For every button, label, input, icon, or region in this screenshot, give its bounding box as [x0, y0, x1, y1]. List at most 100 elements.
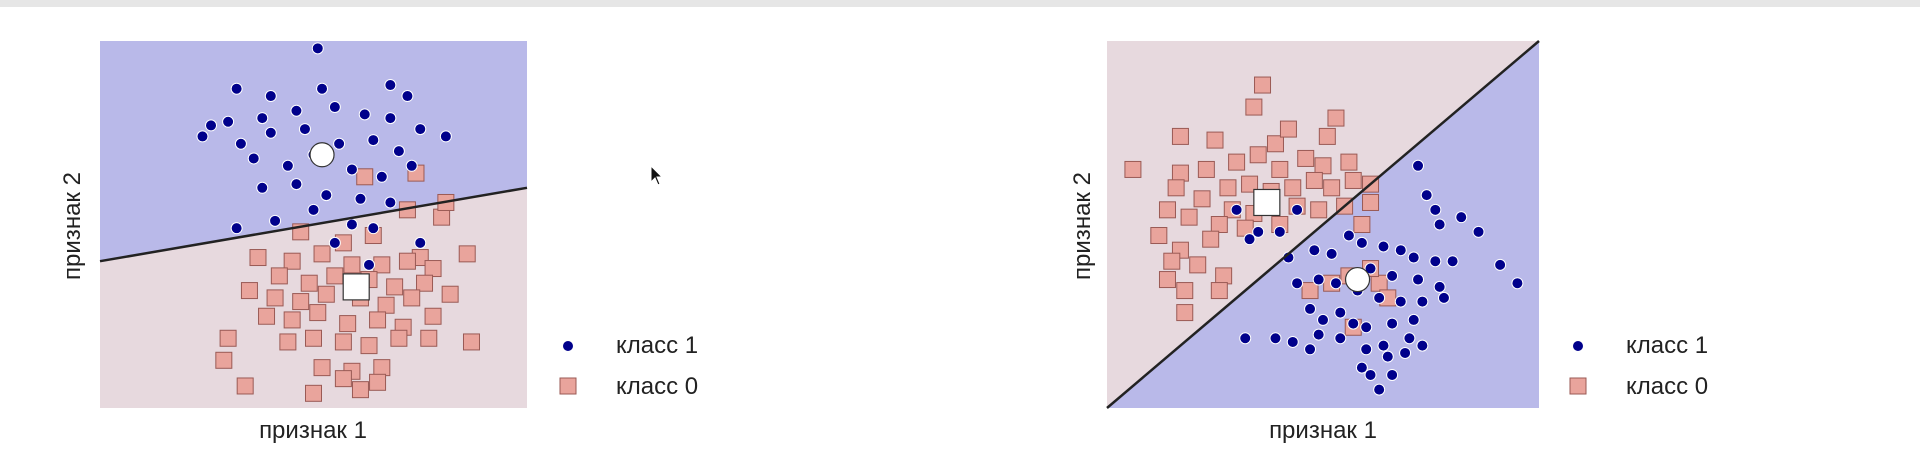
- class1-point: [1252, 225, 1265, 238]
- class1-point: [1355, 361, 1368, 374]
- class1-point: [1342, 229, 1355, 242]
- class0-point: [1215, 267, 1233, 285]
- class0-point: [292, 293, 310, 311]
- class0-point: [1210, 282, 1228, 300]
- class0-point: [1254, 76, 1272, 94]
- class0-point: [1206, 131, 1224, 149]
- class0-point: [1353, 216, 1371, 233]
- legend-label-class1-right: класс 1: [1626, 332, 1708, 359]
- class1-point: [1377, 240, 1390, 253]
- class1-point: [405, 159, 418, 172]
- class1-point: [328, 101, 341, 114]
- class1-point: [439, 130, 452, 143]
- class1-center-marker: [1344, 266, 1371, 293]
- class1-point: [234, 137, 247, 150]
- class0-point: [240, 282, 258, 300]
- class1-point: [1269, 332, 1282, 345]
- class0-point: [1314, 157, 1332, 175]
- class0-point: [1176, 282, 1194, 300]
- class0-point: [403, 289, 421, 307]
- mouse-cursor-icon: [650, 165, 664, 186]
- class1-point: [1317, 313, 1329, 326]
- class0-point: [351, 381, 369, 399]
- class0-point: [369, 311, 387, 329]
- chart-left: признак 1 признак 2 класс 1 класс 0: [59, 41, 698, 444]
- class0-point: [1318, 127, 1336, 145]
- class0-point: [258, 307, 276, 325]
- class0-point: [249, 249, 267, 267]
- class1-point: [264, 126, 277, 139]
- class0-point: [462, 333, 480, 351]
- centers-left: [309, 142, 370, 301]
- class1-point: [316, 82, 329, 95]
- class1-point: [392, 145, 405, 158]
- class0-point: [283, 311, 301, 329]
- class0-point: [390, 329, 408, 347]
- class1-point: [363, 258, 376, 271]
- class0-point: [236, 377, 254, 395]
- legend-left: класс 1 класс 0: [559, 332, 698, 400]
- class1-point: [1325, 247, 1338, 260]
- class0-point: [373, 256, 391, 274]
- class1-point: [307, 203, 320, 216]
- class0-point: [283, 252, 301, 270]
- class0-point: [1193, 190, 1211, 208]
- class1-point: [1308, 244, 1321, 257]
- class0-point: [334, 333, 352, 351]
- class1-point: [1429, 255, 1442, 268]
- class0-point: [1297, 149, 1315, 167]
- class0-point: [416, 274, 434, 292]
- class0-point: [424, 260, 442, 278]
- class1-point: [256, 181, 269, 194]
- class1-point: [1355, 236, 1368, 249]
- legend-label-class0-right: класс 0: [1626, 373, 1708, 400]
- class1-point: [1407, 313, 1420, 326]
- top-strip: [0, 0, 1920, 7]
- legend-marker-class1-right: [1572, 340, 1584, 352]
- class1-point: [247, 152, 260, 165]
- class0-point: [1202, 230, 1220, 248]
- class1-point: [1364, 368, 1377, 381]
- class1-point: [345, 163, 358, 176]
- class0-point: [1171, 127, 1189, 145]
- class1-point: [1243, 233, 1256, 246]
- class1-point: [1304, 302, 1317, 315]
- class1-point: [1437, 291, 1450, 304]
- class0-point: [1362, 193, 1380, 211]
- class1-point: [358, 108, 371, 121]
- class1-point: [1360, 343, 1373, 356]
- class0-point: [1180, 208, 1198, 226]
- points-left: [196, 42, 480, 402]
- chart-right: признак 1 признак 2 класс 1 класс 0: [1069, 40, 1708, 444]
- legend-label-class1-left: класс 1: [616, 332, 698, 359]
- class0-point: [424, 307, 442, 325]
- class1-point: [375, 170, 388, 183]
- class0-point: [1241, 175, 1259, 193]
- class1-point: [1420, 189, 1433, 202]
- class0-center-marker: [1253, 188, 1281, 217]
- class1-point: [1377, 339, 1390, 352]
- class0-point: [1197, 160, 1215, 178]
- class1-point: [1394, 295, 1407, 308]
- class0-point: [360, 337, 378, 355]
- class1-point: [1511, 277, 1524, 290]
- class0-point: [305, 384, 322, 402]
- class1-point: [1230, 203, 1243, 216]
- plot-area-left: [99, 41, 528, 408]
- class0-point: [334, 370, 352, 388]
- class1-point: [1291, 277, 1304, 290]
- class1-point: [367, 134, 380, 147]
- class1-point: [1291, 203, 1304, 216]
- class1-point: [1286, 335, 1299, 348]
- class1-point: [230, 222, 243, 235]
- class0-point: [1228, 153, 1246, 171]
- class1-point: [1312, 273, 1325, 286]
- legend-marker-class1-left: [562, 340, 574, 352]
- class0-point: [1176, 304, 1194, 322]
- class0-point: [433, 208, 451, 226]
- class0-point: [1271, 160, 1289, 178]
- y-axis-label-left: признак 2: [59, 172, 86, 280]
- class1-point: [384, 79, 397, 92]
- class0-point: [317, 285, 335, 303]
